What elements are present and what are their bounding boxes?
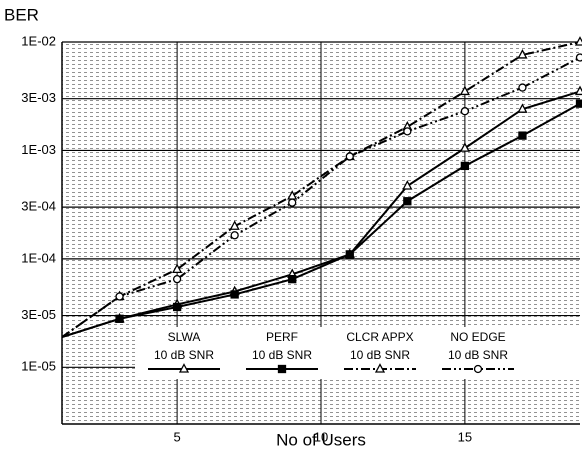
- legend-label: NO EDGE: [450, 330, 505, 344]
- marker: [574, 36, 582, 46]
- marker: [518, 83, 527, 92]
- legend-marker: [178, 363, 190, 373]
- marker: [575, 53, 582, 62]
- marker: [517, 103, 528, 113]
- y-tick-label: 1E-05: [21, 359, 56, 374]
- y-tick-label: 1E-03: [21, 142, 56, 157]
- legend-label: CLCR APPX: [346, 330, 413, 344]
- marker: [172, 302, 182, 312]
- legend-marker: [374, 363, 386, 373]
- marker: [459, 142, 470, 152]
- legend-marker: [277, 364, 287, 374]
- legend-label: PERF: [266, 330, 298, 344]
- marker: [403, 127, 412, 136]
- marker: [459, 85, 470, 96]
- marker: [115, 314, 124, 323]
- y-tick-label: 3E-03: [21, 90, 56, 105]
- legend-sublabel: 10 dB SNR: [350, 348, 410, 362]
- marker: [460, 161, 470, 171]
- y-tick-label: 3E-04: [21, 199, 56, 214]
- legend-sublabel: 10 dB SNR: [252, 348, 312, 362]
- x-tick-label: 10: [314, 429, 328, 444]
- series-line: [61, 41, 581, 338]
- marker: [574, 85, 582, 96]
- x-tick-label: 5: [173, 429, 180, 444]
- y-tick-label: 3E-05: [21, 307, 56, 322]
- marker: [115, 292, 124, 301]
- legend-sublabel: 10 dB SNR: [154, 348, 214, 362]
- y-tick-label: 1E-02: [21, 33, 56, 48]
- marker: [288, 198, 297, 207]
- legend: SLWA 10 dB SNR PERF 10 dB SNR CLCR APPX 10 dB…: [148, 330, 514, 374]
- y-axis-title: BER: [4, 5, 39, 24]
- marker: [345, 152, 354, 161]
- legend-sublabel: 10 dB SNR: [448, 348, 508, 362]
- marker: [345, 250, 354, 259]
- legend-marker: [473, 364, 483, 374]
- marker: [460, 107, 470, 116]
- marker: [230, 231, 239, 240]
- series-lines: [61, 36, 582, 339]
- marker: [518, 131, 527, 140]
- marker: [403, 197, 412, 206]
- marker: [172, 263, 183, 274]
- marker: [575, 99, 582, 108]
- legend-box: [135, 327, 580, 379]
- series-line: [61, 56, 581, 338]
- marker: [229, 220, 240, 230]
- x-axis-title: No of Users: [276, 430, 366, 449]
- marker: [288, 275, 297, 284]
- marker: [517, 49, 528, 59]
- marker: [230, 290, 239, 299]
- legend-label: SLWA: [168, 330, 201, 344]
- y-tick-label: 1E-04: [21, 250, 56, 265]
- series-line: [61, 90, 581, 339]
- marker: [402, 180, 413, 190]
- marker: [172, 275, 182, 284]
- series-line: [61, 102, 581, 339]
- x-tick-label: 15: [458, 429, 472, 444]
